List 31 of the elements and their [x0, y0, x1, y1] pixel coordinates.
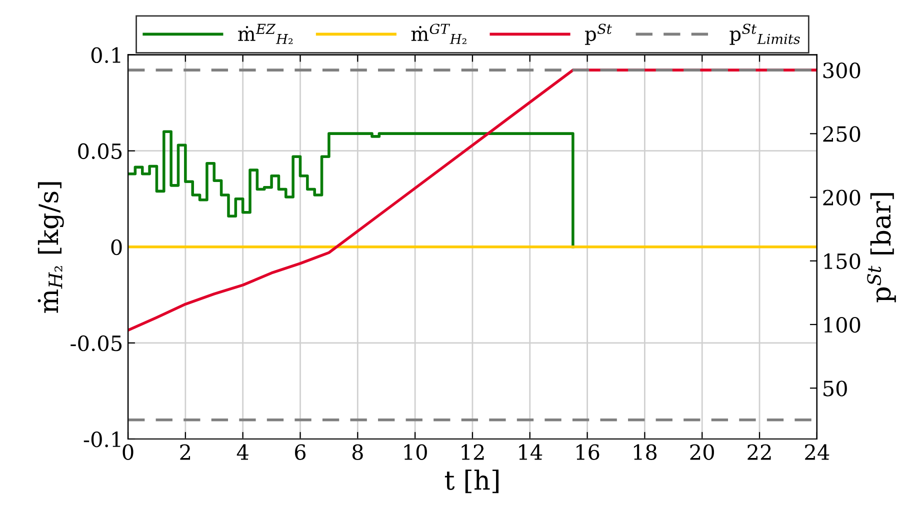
- x-tick-label: 6: [295, 444, 306, 460]
- y2-tick-label: 200: [823, 190, 860, 206]
- y2-axis-title: p$^{St}$ [bar]: [867, 193, 896, 302]
- x-tick-label: 18: [634, 444, 657, 460]
- x-tick-label: 8: [352, 444, 363, 460]
- x-tick-label: 10: [404, 444, 427, 460]
- x-axis-title: t [h]: [444, 470, 498, 494]
- legend-label: ṁ$^{GT}$$_{H₂}$: [411, 24, 466, 44]
- y2-tick-label: 300: [823, 62, 860, 78]
- x-tick-label: 22: [748, 444, 771, 460]
- x-tick-label: 4: [236, 444, 248, 460]
- y2-tick-label: 150: [824, 253, 860, 270]
- x-tick-label: 16: [576, 444, 600, 460]
- x-tick-label: 2: [180, 444, 190, 460]
- y-tick-label: 0: [111, 239, 122, 256]
- legend-label: ṁ$^{EZ}$$_{H₂}$: [238, 24, 293, 44]
- x-tick-label: 0: [122, 444, 134, 460]
- y-tick-label: -0.05: [70, 335, 122, 352]
- x-tick-label: 20: [690, 444, 714, 460]
- y-axis-title: ṁ$_{H₂}$ [kg/s]: [38, 182, 64, 313]
- legend-label: p$^{St}$: [585, 24, 612, 45]
- y-tick-label: 0.05: [78, 143, 122, 160]
- y-tick-label: -0.1: [84, 431, 120, 448]
- x-tick-label: 24: [805, 444, 830, 460]
- y2-tick-label: 250: [823, 126, 860, 142]
- y2-tick-label: 50: [824, 380, 847, 396]
- x-tick-label: 12: [462, 444, 484, 460]
- x-tick-label: 14: [519, 444, 542, 460]
- y2-tick-label: 100: [824, 316, 860, 333]
- legend-label: p$^{St}$$_{Limits}$: [730, 24, 800, 45]
- y-tick-label: 0.1: [91, 47, 120, 64]
